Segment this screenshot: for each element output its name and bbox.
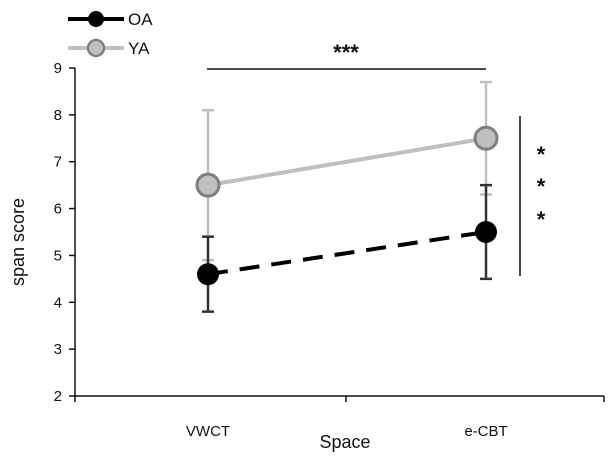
data-points (195, 125, 499, 286)
legend-marker-oa (88, 11, 104, 27)
x-ticks (74, 396, 605, 402)
data-point-oa (197, 263, 219, 286)
error-bars (202, 80, 492, 313)
x-tick-label: e-CBT (464, 423, 507, 440)
legend-label-ya: YA (128, 39, 150, 58)
y-tick-label: 3 (54, 341, 62, 358)
series-lines (207, 136, 487, 277)
side-bracket-star-3: * (537, 207, 546, 232)
side-bracket-star-2: * (537, 174, 546, 199)
x-tick-label: VWCT (186, 423, 230, 440)
legend: OA YA (68, 10, 153, 58)
y-tick-label: 9 (54, 60, 62, 77)
y-tick-label: 8 (54, 107, 62, 124)
data-point-ya (195, 172, 221, 198)
legend-item-ya: YA (68, 38, 150, 58)
data-point-oa (475, 221, 497, 243)
legend-label-oa: OA (128, 10, 153, 29)
y-tick-label: 6 (54, 201, 62, 218)
y-tick-label: 5 (54, 247, 62, 264)
legend-item-oa: OA (68, 10, 153, 29)
y-ticks: 2 3 4 5 6 7 8 9 (54, 60, 75, 405)
side-bracket-star-1: * (537, 142, 546, 167)
series-line-ya (207, 136, 487, 188)
y-axis-title: span score (8, 198, 28, 286)
legend-marker-ya (86, 38, 106, 58)
top-bracket-stars: *** (333, 40, 359, 65)
y-tick-label: 7 (54, 154, 62, 171)
x-axis-title: Space (319, 432, 370, 452)
data-point-ya (473, 125, 499, 151)
x-tick-labels: VWCT e-CBT (186, 423, 508, 440)
y-tick-label: 4 (54, 294, 62, 311)
y-tick-label: 2 (54, 388, 62, 405)
series-line-oa (207, 230, 487, 277)
